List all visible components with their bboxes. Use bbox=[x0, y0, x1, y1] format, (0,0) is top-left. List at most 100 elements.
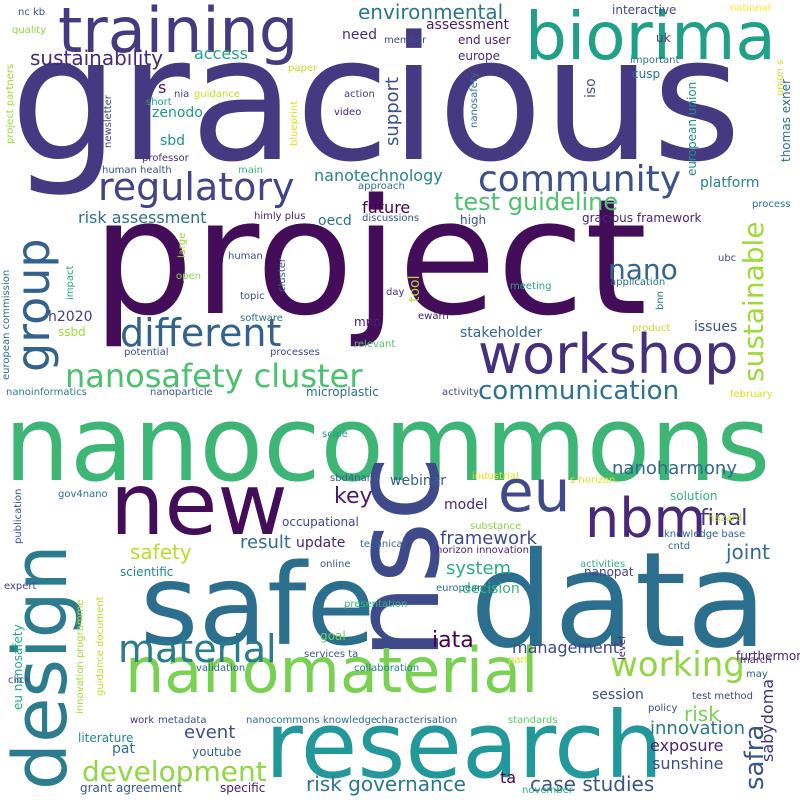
word-issues: issues bbox=[694, 319, 738, 335]
word-presentation: presentation bbox=[344, 599, 408, 610]
word-national: national bbox=[730, 3, 771, 14]
word-risk-assessment: risk assessment bbox=[78, 208, 207, 227]
word-ssbd: ssbd bbox=[58, 325, 86, 339]
word-result: result bbox=[240, 532, 291, 553]
word-characterisation: characterisation bbox=[376, 715, 458, 726]
word-risk: risk bbox=[684, 702, 720, 726]
word-community: community bbox=[478, 159, 682, 200]
word-gov4nano: gov4nano bbox=[58, 489, 108, 500]
word-test-method: test method bbox=[692, 691, 754, 702]
word-s: s bbox=[158, 78, 167, 97]
word-occupational: occupational bbox=[282, 515, 359, 529]
word-tool: tool bbox=[407, 275, 423, 302]
word-nanosafety-cluster: nanosafety cluster bbox=[65, 357, 363, 395]
word-model: model bbox=[444, 497, 488, 513]
word-level: level bbox=[617, 636, 628, 660]
word-zenodo: zenodo bbox=[152, 105, 203, 121]
word-future: future bbox=[362, 198, 411, 217]
word-nano: nano bbox=[608, 253, 678, 286]
word-nanosafety: nanosafety bbox=[469, 72, 480, 128]
word-platform: platform bbox=[700, 175, 760, 191]
word-sustainable: sustainable bbox=[737, 221, 770, 382]
word-s-horizon: s horizon bbox=[570, 475, 616, 486]
word-system: system bbox=[446, 558, 512, 579]
word-sabydoma: sabydoma bbox=[758, 678, 777, 762]
word-h2020: h2020 bbox=[48, 309, 93, 325]
word-stakeholder: stakeholder bbox=[460, 325, 543, 341]
word-policy: policy bbox=[648, 703, 678, 714]
word-cluster: cluster bbox=[277, 257, 288, 292]
word-nanoharmony: nanoharmony bbox=[612, 458, 737, 479]
word-european-commission: european commission bbox=[1, 269, 12, 380]
word-sunshine: sunshine bbox=[652, 754, 724, 773]
word-metadata: metadata bbox=[158, 715, 207, 726]
word-need: need bbox=[342, 27, 377, 43]
word-support: support bbox=[382, 76, 403, 146]
word-decision: decision bbox=[462, 581, 520, 597]
word-training: training bbox=[58, 0, 299, 67]
word-member: member bbox=[384, 35, 427, 46]
word-mnp: mnp bbox=[354, 315, 381, 329]
word-application: application bbox=[610, 277, 666, 288]
word-research: research bbox=[265, 692, 664, 799]
word-iso: iso bbox=[583, 78, 599, 98]
word-guidance: guidance bbox=[194, 89, 240, 100]
word-ta: ta bbox=[500, 768, 517, 787]
word-risk-governance: risk governance bbox=[306, 772, 466, 796]
word-processes: processes bbox=[270, 347, 320, 358]
word-workshop: workshop bbox=[478, 323, 739, 386]
word-process: process bbox=[752, 199, 791, 210]
word-exposure: exposure bbox=[650, 736, 724, 755]
word-communication: communication bbox=[478, 376, 680, 406]
word-interactive: interactive bbox=[612, 3, 677, 17]
word-march: march bbox=[740, 655, 772, 666]
word-nanoparticle: nanoparticle bbox=[150, 387, 213, 398]
word-different: different bbox=[120, 311, 282, 355]
word-publication: publication bbox=[13, 488, 24, 544]
word-newsletter: newsletter bbox=[103, 95, 114, 148]
word-main: main bbox=[238, 165, 263, 176]
word-oecd: oecd bbox=[318, 213, 352, 229]
word-quality: quality bbox=[12, 25, 47, 36]
word-open: open bbox=[176, 271, 201, 282]
word-gracious: gracious bbox=[10, 0, 742, 200]
word-update: update bbox=[296, 535, 346, 551]
word-technical: technical bbox=[360, 539, 406, 550]
word-material: material bbox=[118, 627, 277, 671]
word-youtube: youtube bbox=[192, 745, 242, 759]
word-knowledge-base: knowledge base bbox=[664, 529, 746, 540]
word-may: may bbox=[746, 669, 768, 680]
word-project-partners: project partners bbox=[5, 63, 16, 144]
word-expert: expert bbox=[4, 581, 37, 592]
word-solution: solution bbox=[670, 489, 718, 503]
word-regulatory: regulatory bbox=[98, 165, 295, 209]
word-european: european bbox=[436, 583, 484, 594]
word-nc-kb: nc kb bbox=[18, 7, 46, 18]
word-pat: pat bbox=[112, 741, 135, 757]
word-key: key bbox=[334, 484, 373, 509]
word-software: software bbox=[240, 313, 283, 324]
word-data: data bbox=[470, 524, 768, 678]
word-substance: substance bbox=[470, 521, 522, 532]
word-eu-nanosafety: eu nanosafety bbox=[11, 624, 25, 710]
word-uk: uk bbox=[656, 31, 671, 45]
word-himly-plus: himly plus bbox=[254, 211, 306, 222]
word-event: event bbox=[184, 722, 236, 743]
word-iata: iata bbox=[432, 628, 474, 653]
word-development: development bbox=[82, 755, 267, 788]
word-assessment: assessment bbox=[426, 17, 509, 33]
word-blueprint: blueprint bbox=[289, 100, 300, 146]
word-human-health: human health bbox=[102, 165, 172, 176]
word-product: product bbox=[632, 323, 671, 334]
word-discussions: discussions bbox=[362, 213, 420, 224]
word-horizon-innovation: horizon innovation bbox=[436, 545, 530, 556]
word-goal: goal bbox=[320, 629, 346, 643]
word-nanotechnology: nanotechnology bbox=[314, 166, 443, 185]
word-literature: literature bbox=[78, 731, 134, 745]
word-nanopat: nanopat bbox=[584, 565, 634, 579]
word-february: february bbox=[730, 389, 773, 400]
word-work: work bbox=[130, 715, 155, 726]
word-new: new bbox=[110, 455, 288, 555]
word-session: session bbox=[592, 687, 644, 703]
word-services-ta: services ta bbox=[304, 649, 359, 660]
